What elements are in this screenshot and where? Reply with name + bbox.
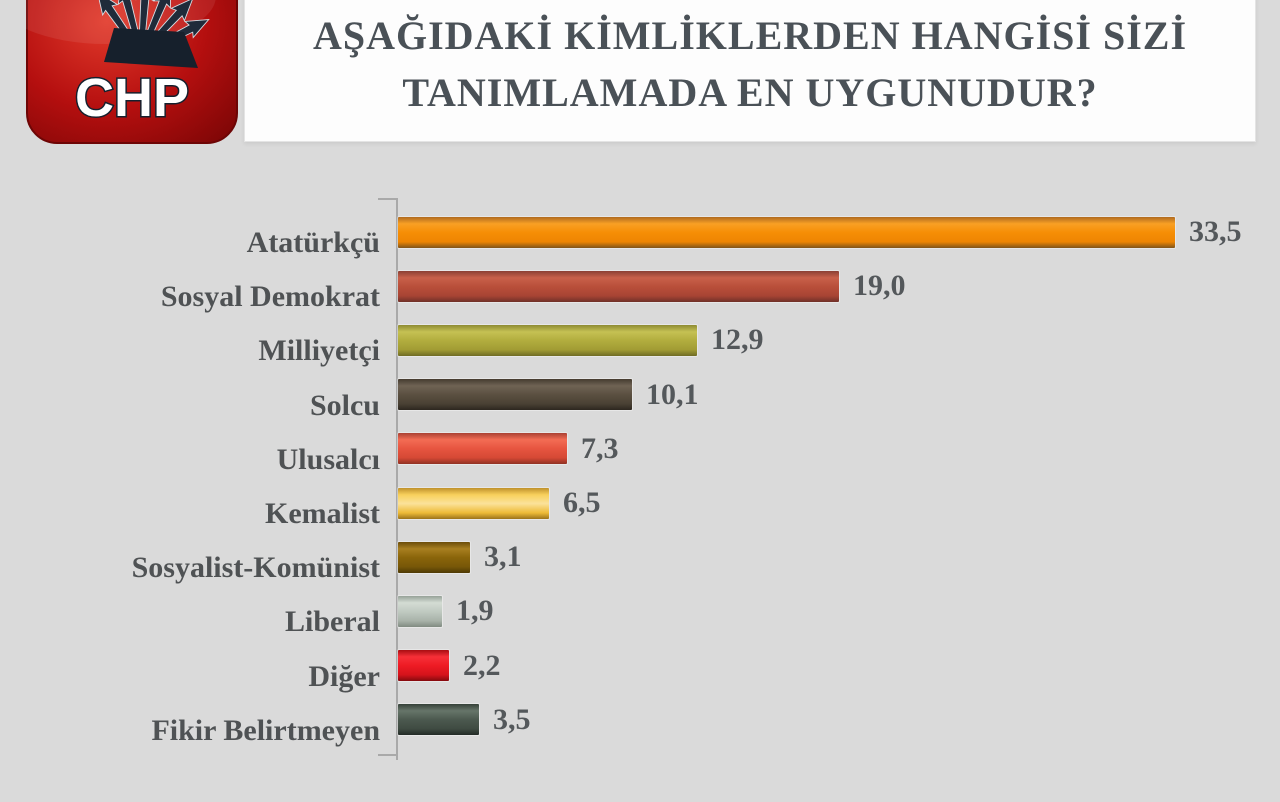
bar-wrap: 1,9 <box>398 584 494 638</box>
chp-logo-text: CHP <box>75 68 189 128</box>
category-label: Solcu <box>309 388 380 422</box>
chart-row: Kemalist 6,5 <box>0 476 1280 530</box>
chart-rows: Atatürkçü 33,5 Sosyal Demokrat 19,0 Mill… <box>0 205 1280 747</box>
value-label: 3,5 <box>493 702 531 736</box>
bar-wrap: 6,5 <box>398 476 601 530</box>
category-label: Sosyal Demokrat <box>160 280 380 314</box>
bar-wrap: 19,0 <box>398 259 906 313</box>
chart-row: Fikir Belirtmeyen 3,5 <box>0 693 1280 747</box>
chp-logo: CHP <box>0 0 238 144</box>
category-label: Fikir Belirtmeyen <box>151 713 380 747</box>
title-box: AŞAĞIDAKİ KİMLİKLERDEN HANGİSİ SİZİ TANI… <box>244 0 1256 142</box>
axis-tick-bottom <box>378 754 396 756</box>
bar-wrap: 3,1 <box>398 530 522 584</box>
bar <box>398 650 449 682</box>
bar <box>398 324 697 356</box>
bar-wrap: 12,9 <box>398 313 764 367</box>
page-title-line2: TANIMLAMADA EN UYGUNUDUR? <box>402 70 1098 115</box>
bar-wrap: 10,1 <box>398 368 699 422</box>
bar <box>398 433 567 465</box>
category-label: Milliyetçi <box>258 334 380 368</box>
bar <box>398 216 1175 248</box>
bar <box>398 541 470 573</box>
chart-row: Ulusalcı 7,3 <box>0 422 1280 476</box>
value-label: 3,1 <box>484 540 522 574</box>
chart-row: Sosyal Demokrat 19,0 <box>0 259 1280 313</box>
page-title-line1: AŞAĞIDAKİ KİMLİKLERDEN HANGİSİ SİZİ <box>312 13 1188 58</box>
bar <box>398 487 549 519</box>
category-label: Sosyalist-Komünist <box>131 551 380 585</box>
chart-row: Sosyalist-Komünist 3,1 <box>0 530 1280 584</box>
bar-wrap: 7,3 <box>398 422 619 476</box>
axis-tick-top <box>378 198 396 200</box>
y-axis-line <box>396 198 398 760</box>
bar <box>398 595 442 627</box>
chart-row: Milliyetçi 12,9 <box>0 313 1280 367</box>
chart-row: Solcu 10,1 <box>0 368 1280 422</box>
value-label: 19,0 <box>853 269 906 303</box>
category-label: Ulusalcı <box>276 442 380 476</box>
bar <box>398 379 632 411</box>
six-arrows-icon <box>96 0 210 68</box>
bar-wrap: 33,5 <box>398 205 1242 259</box>
chp-logo-icon: CHP <box>0 0 238 144</box>
bar-chart: Atatürkçü 33,5 Sosyal Demokrat 19,0 Mill… <box>0 198 1280 760</box>
category-label: Diğer <box>308 659 380 693</box>
bar <box>398 704 479 736</box>
category-label: Atatürkçü <box>246 226 380 260</box>
category-label: Kemalist <box>265 497 380 531</box>
bar-wrap: 2,2 <box>398 639 501 693</box>
value-label: 7,3 <box>581 431 619 465</box>
value-label: 2,2 <box>463 648 501 682</box>
value-label: 1,9 <box>456 594 494 628</box>
category-label: Liberal <box>285 605 380 639</box>
value-label: 6,5 <box>563 486 601 520</box>
chart-row: Atatürkçü 33,5 <box>0 205 1280 259</box>
value-label: 12,9 <box>711 323 764 357</box>
bar <box>398 270 839 302</box>
value-label: 10,1 <box>646 377 699 411</box>
bar-wrap: 3,5 <box>398 693 531 747</box>
chart-row: Liberal 1,9 <box>0 584 1280 638</box>
chart-row: Diğer 2,2 <box>0 639 1280 693</box>
value-label: 33,5 <box>1189 215 1242 249</box>
